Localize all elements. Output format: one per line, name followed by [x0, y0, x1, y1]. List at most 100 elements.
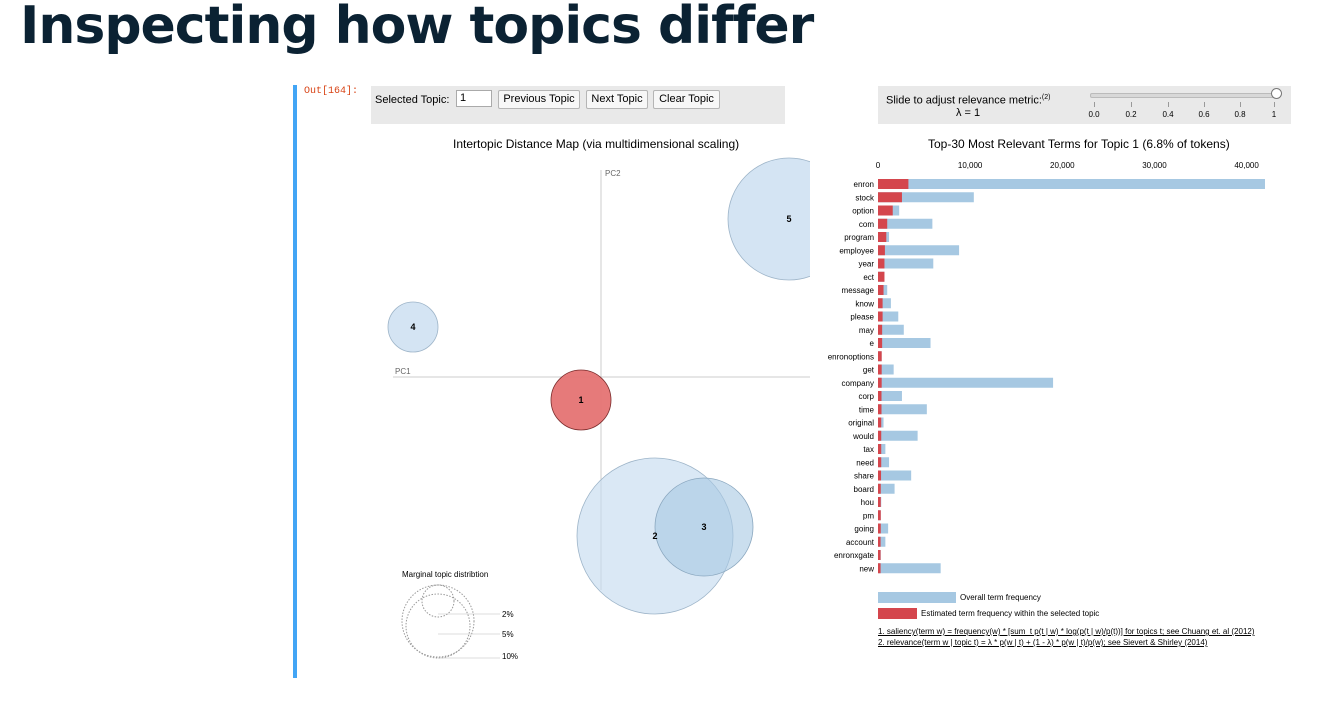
term-label: going — [854, 525, 874, 534]
relevance-control: Slide to adjust relevance metric:(2) λ =… — [878, 86, 1291, 124]
pc1-label: PC1 — [395, 367, 411, 376]
term-label: need — [856, 458, 874, 467]
marginal-label-5pct: 5% — [502, 630, 514, 639]
overall-frequency-bar — [878, 218, 933, 229]
cell-selection-bar — [293, 85, 297, 678]
term-label: pm — [863, 511, 874, 520]
slider-tick-label: 0.0 — [1088, 110, 1100, 119]
overall-frequency-bar — [878, 457, 890, 468]
topic-controls: Selected Topic: 1 Previous Topic Next To… — [371, 86, 785, 124]
term-label: year — [858, 260, 874, 269]
term-label: share — [854, 472, 875, 481]
relevance-slider-track[interactable] — [1090, 93, 1280, 98]
topic-label-2: 2 — [652, 531, 657, 541]
topic-frequency-bar — [878, 232, 887, 242]
intertopic-distance-map: PC2 PC1 5 4 1 2 3 Marginal topic distrib… — [387, 157, 810, 661]
topic-frequency-bar — [878, 179, 909, 189]
slider-tick — [1240, 102, 1241, 107]
term-label: e — [870, 339, 875, 348]
topic-frequency-bar — [878, 205, 893, 216]
topic-frequency-bar — [878, 338, 883, 348]
term-label: know — [855, 299, 874, 308]
clear-topic-button[interactable]: Clear Topic — [653, 90, 720, 109]
term-label: enronoptions — [828, 352, 874, 361]
relevance-label: Slide to adjust relevance metric:(2) — [886, 94, 1051, 107]
topic-frequency-bar — [878, 563, 881, 574]
topic-frequency-bar — [878, 391, 882, 401]
topic-circle-1[interactable] — [550, 369, 612, 431]
overall-frequency-bar — [878, 391, 902, 401]
slider-tick — [1204, 102, 1205, 107]
slider-tick-label: 0.6 — [1198, 110, 1210, 119]
marginal-circle-5pct — [401, 584, 475, 658]
term-label: employee — [839, 246, 874, 255]
overall-frequency-bar — [878, 258, 934, 269]
term-label: please — [850, 313, 874, 322]
slider-tick-label: 0.4 — [1162, 110, 1174, 119]
overall-frequency-bar — [878, 404, 927, 415]
overall-frequency-bar — [878, 364, 894, 375]
intertopic-map-title: Intertopic Distance Map (via multidimens… — [453, 137, 740, 151]
topic-frequency-bar — [878, 417, 882, 428]
bar-chart-title: Top-30 Most Relevant Terms for Topic 1 (… — [928, 137, 1230, 151]
term-label: tax — [863, 445, 874, 454]
previous-topic-button[interactable]: Previous Topic — [498, 90, 580, 109]
overall-frequency-bar — [878, 523, 889, 534]
footnote-relevance[interactable]: 2. relevance(term w | topic t) = λ * p(w… — [878, 638, 1208, 647]
term-label: get — [863, 366, 875, 375]
marginal-distribution-title: Marginal topic distribtion — [402, 570, 488, 579]
term-label: would — [852, 432, 874, 441]
selected-topic-input[interactable]: 1 — [456, 90, 492, 107]
legend-overall-label: Overall term frequency — [960, 593, 1041, 602]
lambda-value: λ = 1 — [956, 107, 981, 119]
slider-tick — [1168, 102, 1169, 107]
topic-frequency-bar — [878, 324, 883, 335]
overall-frequency-bar — [878, 179, 1265, 189]
topic-label-3: 3 — [701, 522, 706, 532]
overall-frequency-bar — [878, 483, 895, 494]
footnote-saliency[interactable]: 1. saliency(term w) = frequency(w) * [su… — [878, 627, 1255, 636]
topic-frequency-bar — [878, 536, 881, 547]
topic-frequency-bar — [878, 351, 882, 362]
term-label: original — [848, 419, 874, 428]
term-label: time — [859, 405, 875, 414]
topic-circle-4[interactable] — [387, 301, 439, 353]
overall-frequency-bar — [878, 444, 886, 454]
next-topic-button[interactable]: Next Topic — [586, 90, 648, 109]
legend-topic-label: Estimated term frequency within the sele… — [921, 609, 1099, 618]
term-label: board — [854, 485, 874, 494]
topic-frequency-bar — [878, 377, 882, 388]
slide-title: Inspecting how topics differ — [20, 0, 814, 56]
topic-circle-5[interactable] — [727, 157, 810, 281]
relevant-terms-chart: 0 10,000 20,000 30,000 40,000 enron stock optio… — [828, 161, 1265, 619]
slider-tick-label: 1 — [1271, 110, 1277, 119]
slider-tick — [1274, 102, 1275, 107]
term-label: ect — [863, 273, 874, 282]
relevance-slider-thumb[interactable] — [1271, 88, 1282, 99]
marginal-label-10pct: 10% — [502, 652, 518, 661]
topic-frequency-bar — [878, 497, 881, 507]
topic-frequency-bar — [878, 550, 881, 560]
term-label: may — [859, 326, 874, 335]
topic-frequency-bar — [878, 510, 881, 521]
term-label: hou — [861, 498, 874, 507]
overall-frequency-bar — [878, 245, 960, 256]
overall-frequency-bar — [878, 311, 899, 322]
marginal-circle-2pct — [421, 584, 455, 618]
topic-frequency-bar — [878, 298, 883, 309]
topic-frequency-bar — [878, 457, 882, 468]
topic-frequency-bar — [878, 192, 902, 203]
term-label: message — [842, 286, 875, 295]
marginal-label-2pct: 2% — [502, 610, 514, 619]
relevance-footnote-marker: (2) — [1041, 94, 1051, 101]
topic-circle-3[interactable] — [654, 477, 754, 577]
term-label: enron — [854, 180, 874, 189]
topic-frequency-bar — [878, 483, 881, 494]
term-label: corp — [858, 392, 874, 401]
topic-frequency-bar — [878, 470, 882, 481]
term-label: option — [852, 207, 874, 216]
overall-frequency-bar — [878, 536, 886, 547]
topic-frequency-bar — [878, 523, 881, 534]
selected-topic-label: Selected Topic: — [375, 94, 450, 106]
topic-frequency-bar — [878, 271, 885, 282]
